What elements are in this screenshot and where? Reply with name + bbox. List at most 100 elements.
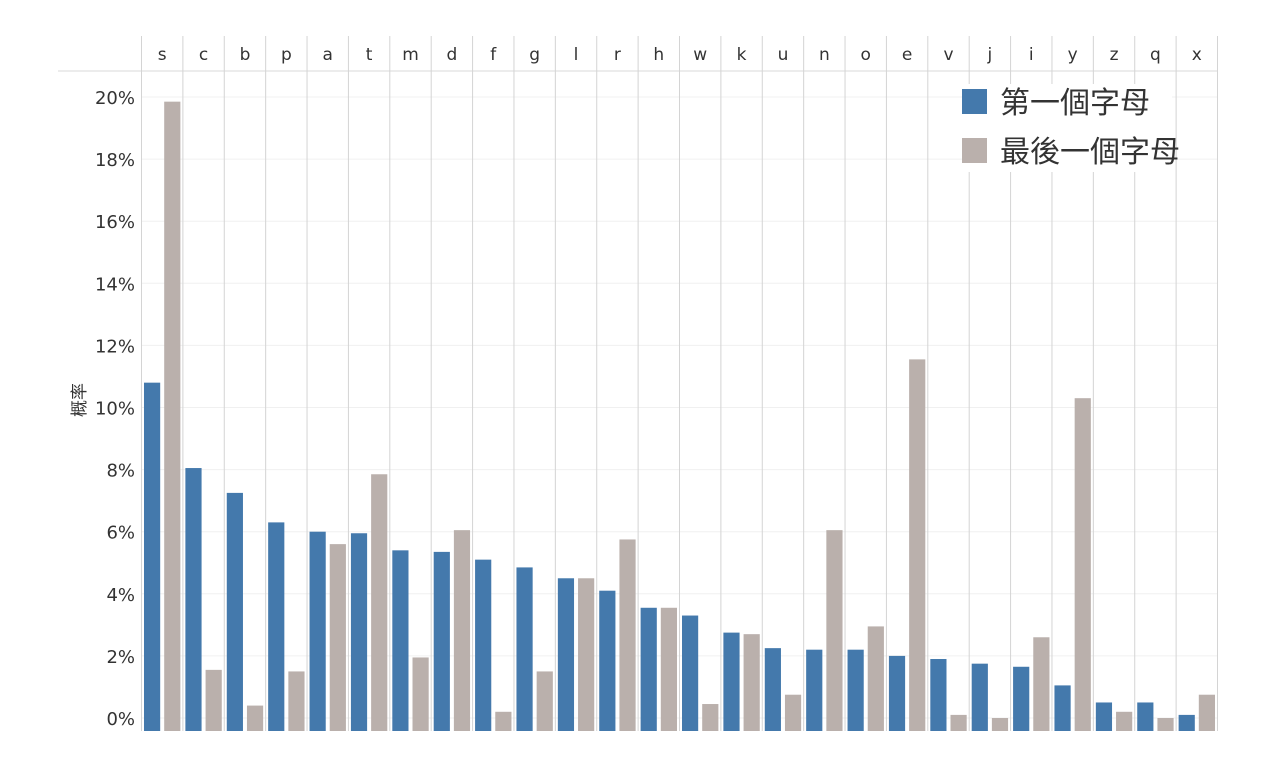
category-label-r: r xyxy=(614,45,621,65)
y-tick-label-3: 6% xyxy=(106,523,135,544)
y-tick-label-7: 14% xyxy=(95,274,135,295)
bar-last-letter-r xyxy=(619,539,636,731)
category-label-a: a xyxy=(323,45,333,65)
y-tick-label-8: 16% xyxy=(95,212,135,233)
category-label-h: h xyxy=(653,45,664,65)
bar-first-letter-e xyxy=(888,655,906,731)
category-label-x: x xyxy=(1192,45,1202,65)
bar-first-letter-d xyxy=(433,551,450,731)
bar-first-letter-n xyxy=(806,649,823,731)
bar-last-letter-n xyxy=(826,530,843,731)
bar-first-letter-p xyxy=(268,522,285,731)
bar-last-letter-o xyxy=(867,626,884,731)
y-axis: 0% 2% 4% 6% 8% 10% 12% 14% 16% 18% 20% xyxy=(95,88,135,730)
bar-first-letter-o xyxy=(847,649,864,731)
bar-first-letter-g xyxy=(516,567,533,731)
bar-last-letter-m xyxy=(412,657,429,731)
legend: 第一個字母 最後一個字母 xyxy=(962,84,1180,172)
bar-first-letter-t xyxy=(350,533,368,731)
bar-first-letter-k xyxy=(723,632,740,731)
category-label-p: p xyxy=(281,45,292,65)
bar-last-letter-e xyxy=(909,359,926,731)
y-tick-label-5: 10% xyxy=(95,399,135,420)
y-tick-label-4: 8% xyxy=(106,461,135,482)
bar-last-letter-z xyxy=(1116,711,1133,731)
category-label-e: e xyxy=(902,45,912,65)
grid-layer xyxy=(58,36,1218,731)
bar-first-letter-r xyxy=(599,590,616,731)
category-label-o: o xyxy=(861,45,871,65)
bar-first-letter-u xyxy=(764,648,781,731)
bar-first-letter-v xyxy=(930,659,947,731)
bar-first-letter-y xyxy=(1054,685,1071,731)
category-label-f: f xyxy=(490,45,497,65)
bar-first-letter-i xyxy=(1013,666,1030,731)
bar-first-letter-a xyxy=(309,531,326,731)
bar-last-letter-v xyxy=(950,714,967,731)
category-label-m: m xyxy=(402,45,419,65)
bar-last-letter-w xyxy=(702,704,719,731)
bar-last-letter-c xyxy=(205,669,222,731)
bar-last-letter-i xyxy=(1033,637,1050,731)
bar-first-letter-m xyxy=(392,550,409,731)
bar-first-letter-x xyxy=(1178,714,1195,731)
category-label-j: j xyxy=(987,45,993,65)
category-label-l: l xyxy=(574,45,579,65)
category-label-k: k xyxy=(737,45,747,65)
category-label-y: y xyxy=(1068,45,1078,65)
bar-last-letter-s xyxy=(164,101,181,732)
category-label-n: n xyxy=(819,45,830,65)
category-label-s: s xyxy=(158,45,167,65)
bar-first-letter-b xyxy=(226,492,243,731)
y-tick-label-10: 20% xyxy=(95,88,135,109)
bar-first-letter-h xyxy=(640,607,657,731)
category-label-q: q xyxy=(1150,45,1161,65)
bar-last-letter-t xyxy=(371,474,388,731)
bar-last-letter-f xyxy=(495,711,512,731)
bar-first-letter-c xyxy=(185,468,202,731)
bar-last-letter-h xyxy=(660,607,677,731)
y-tick-label-0: 0% xyxy=(106,709,135,730)
bar-last-letter-p xyxy=(288,671,305,731)
category-label-v: v xyxy=(943,45,953,65)
bar-first-letter-f xyxy=(475,559,492,731)
category-label-i: i xyxy=(1029,45,1034,65)
category-label-u: u xyxy=(778,45,789,65)
bar-last-letter-j xyxy=(991,718,1009,731)
bar-first-letter-w xyxy=(682,615,699,731)
legend-swatch-first-letter xyxy=(962,89,987,114)
bars-layer xyxy=(144,101,1215,732)
bar-first-letter-q xyxy=(1137,702,1154,731)
y-tick-label-9: 18% xyxy=(95,150,135,171)
bar-last-letter-d xyxy=(453,530,471,731)
bar-first-letter-s xyxy=(144,382,161,731)
y-axis-title: 概率 xyxy=(70,383,90,417)
legend-swatch-last-letter xyxy=(962,138,987,163)
category-label-d: d xyxy=(446,45,457,65)
legend-background xyxy=(962,84,1172,172)
category-label-b: b xyxy=(240,45,251,65)
y-tick-label-1: 2% xyxy=(106,647,135,668)
y-tick-label-2: 4% xyxy=(106,585,135,606)
bar-last-letter-q xyxy=(1157,718,1174,731)
bar-last-letter-u xyxy=(784,694,802,731)
bar-first-letter-j xyxy=(971,663,988,731)
category-label-c: c xyxy=(199,45,208,65)
category-label-w: w xyxy=(693,45,707,65)
bar-last-letter-y xyxy=(1074,398,1091,731)
bar-last-letter-k xyxy=(743,634,760,731)
legend-label-first-letter: 第一個字母 xyxy=(1000,86,1150,121)
y-tick-label-6: 12% xyxy=(95,336,135,357)
legend-label-last-letter: 最後一個字母 xyxy=(1000,135,1180,170)
category-label-z: z xyxy=(1110,45,1119,65)
bar-last-letter-l xyxy=(578,578,595,731)
bar-last-letter-a xyxy=(329,544,346,731)
category-label-t: t xyxy=(366,45,373,65)
bar-last-letter-x xyxy=(1198,694,1215,731)
bar-first-letter-l xyxy=(557,578,575,731)
bar-last-letter-g xyxy=(536,671,553,731)
bar-last-letter-b xyxy=(246,705,264,731)
bar-first-letter-z xyxy=(1095,702,1113,731)
